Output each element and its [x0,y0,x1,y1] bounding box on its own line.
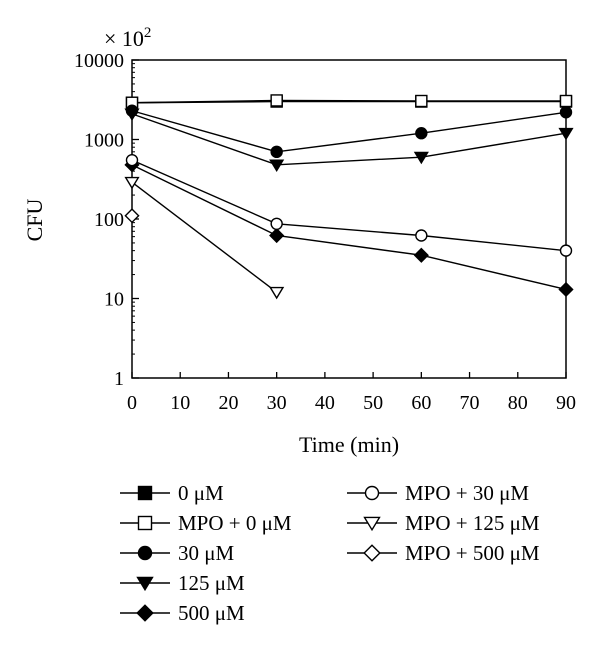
data-point [413,151,429,165]
legend-marker [136,576,154,592]
legend-marker [363,516,381,532]
x-tick-label: 40 [315,392,335,414]
series-1 [125,94,573,109]
data-point [124,108,140,122]
chart: 0 10 20 30 40 50 60 70 80 90 1 10 100 1000 10000 × 102… [22,25,576,457]
x-tick-label: 90 [556,392,576,414]
legend-marker [363,544,381,562]
series-4 [124,157,574,298]
x-tick-label: 70 [460,392,480,414]
y-axis-label: CFU [22,198,47,241]
axes: 0 10 20 30 40 50 60 70 80 90 1 10 100 1000 10000 [74,50,576,414]
series-7 [124,208,140,224]
series-6 [124,176,285,300]
data-point [559,106,573,119]
legend-symbol [120,604,170,622]
data-point [269,286,285,300]
legend-item: 30 μM [118,538,234,568]
data-point [269,227,285,244]
data-point [558,281,574,298]
legend-symbol [120,515,170,531]
legend-symbol [120,545,170,561]
y-tick-label: 100 [94,209,124,231]
legend-item: MPO + 0 μM [118,508,292,538]
y-tick-label: 10000 [74,50,124,72]
legend-item: MPO + 125 μM [345,508,540,538]
series-line [131,113,567,166]
legend-symbol [120,485,170,501]
series-line [131,110,567,153]
x-tick-label: 20 [218,392,238,414]
legend-symbol [347,485,397,501]
series-3 [124,108,574,172]
legend-marker [137,485,153,501]
legend-symbol [347,516,397,532]
legend-label: 30 μM [178,540,235,565]
data-point [559,244,573,257]
plot-frame [131,59,567,379]
legend-marker [136,604,154,622]
data-point [270,94,283,107]
legend-item: MPO + 500 μM [345,538,540,568]
data-point [415,229,428,242]
data-point [415,94,428,108]
chart-multiplier: × 102 [104,25,151,51]
legend-item: 0 μM [118,478,224,508]
legend-symbol [120,576,170,592]
data-point [559,94,573,108]
x-tick-label: 50 [363,392,383,414]
series-line [131,181,278,293]
data-point [270,145,283,159]
legend-label: 500 μM [178,600,245,625]
x-tick-label: 80 [508,392,528,414]
data-point [125,153,139,167]
series-2 [125,104,573,159]
x-tick-label: 60 [411,392,431,414]
x-tick-label: 10 [170,392,190,414]
legend-marker [137,515,153,531]
data-point [413,247,429,263]
data-point [124,176,140,190]
legend-marker [137,545,153,561]
y-tick-label: 1000 [84,130,124,152]
legend-label: 125 μM [178,570,245,595]
legend-label: MPO + 500 μM [405,540,540,565]
data-point [269,159,285,172]
x-axis-label: Time (min) [299,432,399,457]
series-layer [124,94,574,300]
series-line [131,99,566,104]
data-point [415,127,428,140]
data-point [270,217,283,231]
legend-label: MPO + 30 μM [405,480,530,505]
series-line [131,164,567,291]
chart-multiplier-exponent: 2 [144,25,152,41]
series-5 [125,153,573,257]
legend-item: 125 μM [118,568,245,598]
x-tick-label: 30 [267,392,287,414]
x-tick-label: 0 [127,392,137,414]
legend-label: MPO + 125 μM [405,510,540,535]
legend-symbol [347,544,397,562]
legend-item: 500 μM [118,598,245,628]
y-tick-label: 10 [104,289,124,311]
legend-label: MPO + 0 μM [178,510,292,535]
chart-multiplier-base: × 10 [104,26,144,51]
legend-label: 0 μM [178,480,224,505]
y-tick-label: 1 [114,368,124,390]
data-point [124,208,140,224]
series-line [131,159,567,252]
legend-item: MPO + 30 μM [345,478,529,508]
legend-marker [364,485,380,501]
data-point [558,127,574,141]
